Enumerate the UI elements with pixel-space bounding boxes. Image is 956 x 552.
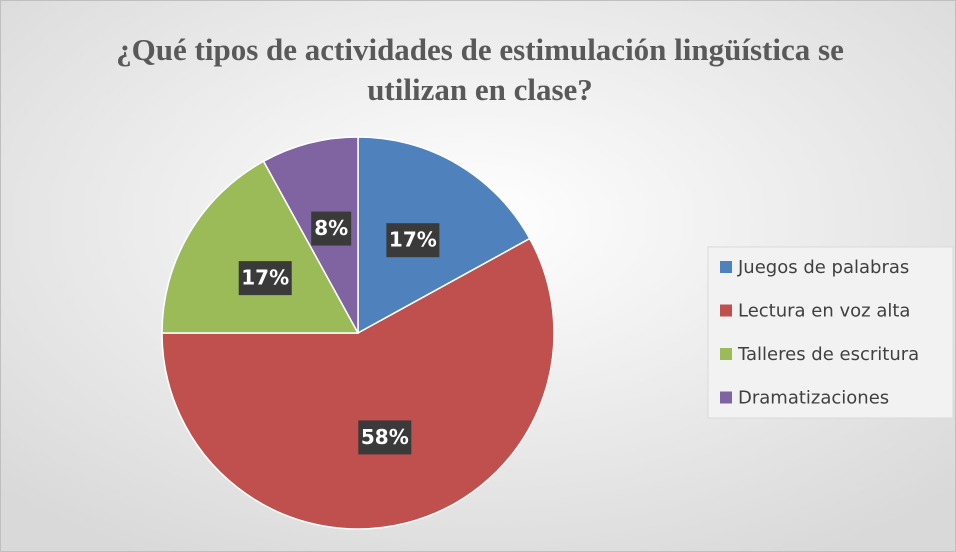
pie-slice [262, 136, 359, 334]
legend-label: Talleres de escritura [737, 344, 919, 365]
pie-slice [161, 160, 360, 334]
legend-swatch [720, 261, 732, 273]
legend-swatch [720, 348, 732, 360]
legend-label: Dramatizaciones [738, 388, 889, 409]
data-label: 58% [361, 425, 409, 449]
legend-swatch [720, 304, 732, 317]
pie-slice [161, 237, 555, 530]
legend-label: Lectura en voz alta [738, 301, 910, 322]
data-label-box [238, 261, 292, 296]
pie-slice [357, 136, 531, 335]
data-label-box [311, 211, 352, 246]
data-label: 17% [389, 228, 437, 252]
data-label-box [386, 223, 440, 258]
data-label: 8% [314, 216, 348, 240]
data-label-box [358, 420, 412, 455]
data-label: 17% [241, 266, 289, 290]
chart-title: ¿Qué tipos de actividades de estimulació… [116, 32, 844, 107]
legend-box [707, 246, 954, 419]
legend-label: Juegos de palabras [737, 257, 909, 278]
legend-swatch [720, 391, 732, 404]
